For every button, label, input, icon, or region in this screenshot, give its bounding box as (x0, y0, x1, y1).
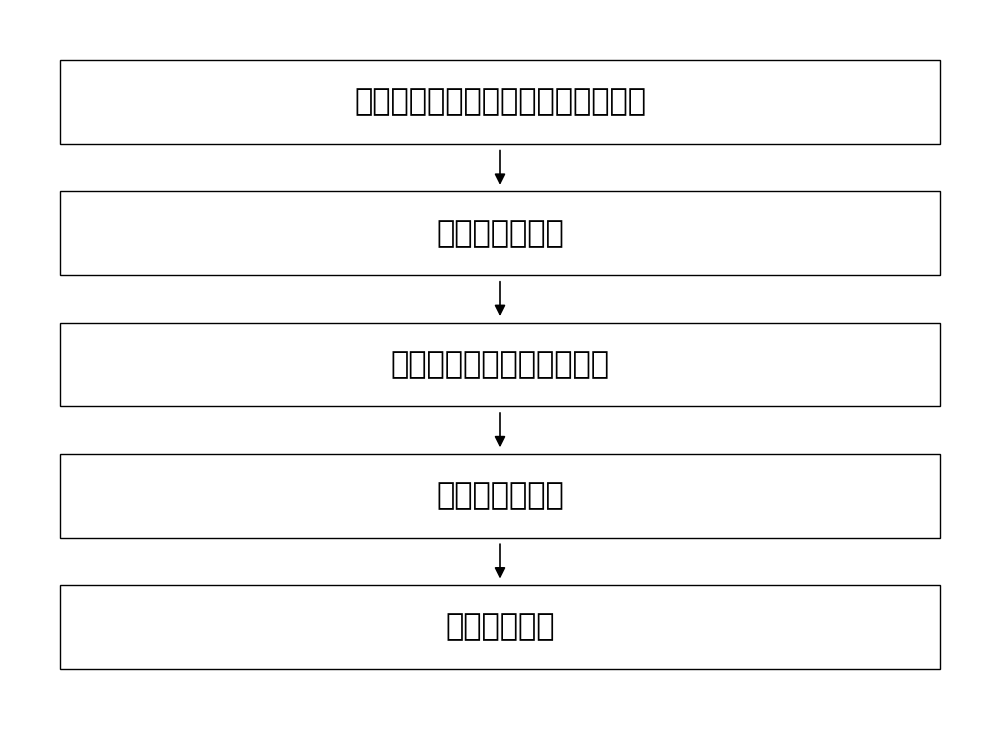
Text: 开始计时计费: 开始计时计费 (445, 612, 555, 642)
Bar (60, 323, 940, 407)
Text: 车辆停入该车位: 车辆停入该车位 (436, 219, 564, 248)
Bar (60, 585, 940, 669)
Text: 送至主控计算机: 送至主控计算机 (436, 481, 564, 510)
Text: 手持机开启空车位的无线传感车位锁: 手持机开启空车位的无线传感车位锁 (354, 87, 646, 117)
Text: 车位锁延时设置时间后关闭: 车位锁延时设置时间后关闭 (390, 350, 610, 379)
Bar (60, 61, 940, 144)
Bar (60, 191, 940, 275)
Bar (60, 453, 940, 538)
